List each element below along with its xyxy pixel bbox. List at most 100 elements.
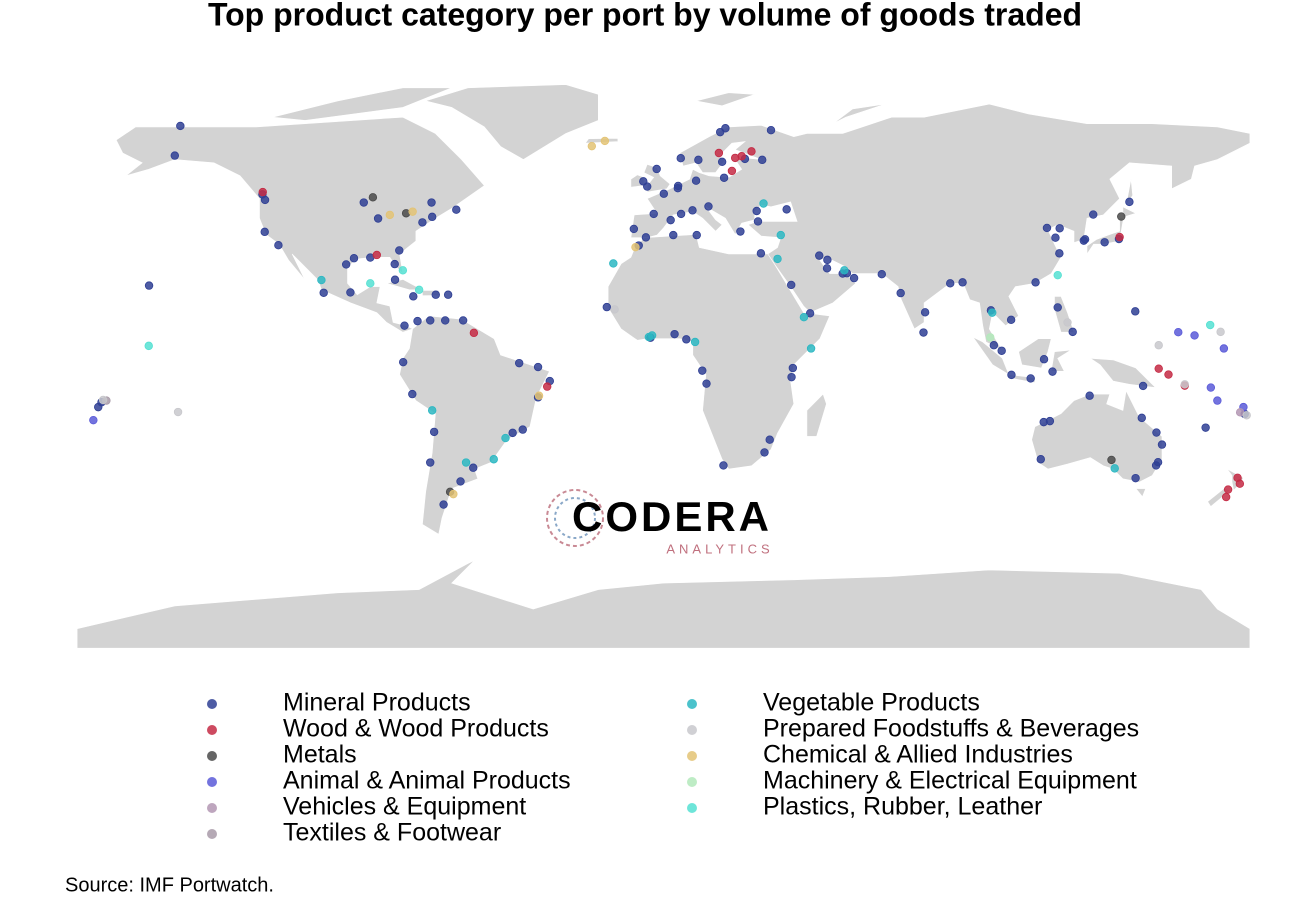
port-point <box>986 333 995 342</box>
port-point <box>427 198 436 207</box>
port-point <box>1053 270 1062 280</box>
logo-mark <box>546 489 604 547</box>
port-point <box>698 366 707 375</box>
port-point <box>631 242 640 252</box>
port-point <box>610 305 619 314</box>
port-point <box>418 218 427 227</box>
port-point <box>317 275 326 285</box>
port-point <box>717 157 727 167</box>
port-point <box>1174 327 1183 337</box>
chart-title: Top product category per port by volume … <box>208 0 1082 32</box>
port-point <box>669 230 678 240</box>
port-point <box>1055 224 1064 233</box>
port-point <box>1201 423 1210 432</box>
port-point <box>1115 232 1124 242</box>
port-point <box>390 259 399 269</box>
port-point <box>385 210 395 220</box>
land-mass <box>1135 488 1147 498</box>
port-point <box>1190 331 1199 340</box>
port-point <box>1213 396 1222 405</box>
land-mass <box>607 234 831 470</box>
port-point <box>274 241 283 250</box>
port-point <box>587 141 597 151</box>
port-point <box>373 214 383 223</box>
logo: CODERA ANALYTICS <box>546 489 773 556</box>
legend-label: Prepared Foodstuffs & Beverages <box>763 715 1139 743</box>
port-point <box>341 260 351 269</box>
port-point <box>94 402 103 412</box>
port-point <box>666 215 675 225</box>
port-point <box>730 153 740 163</box>
port-point <box>736 227 745 236</box>
port-point <box>400 321 409 330</box>
port-point <box>649 209 658 219</box>
port-point <box>692 230 701 240</box>
land-mass <box>1031 389 1163 483</box>
port-point <box>609 259 618 268</box>
port-point <box>765 435 774 444</box>
land-mass <box>1054 296 1075 333</box>
port-point <box>694 155 703 165</box>
port-point <box>719 173 729 182</box>
port-point <box>747 147 756 156</box>
source-note: Source: IMF Portwatch. <box>65 874 274 896</box>
port-point <box>1137 413 1146 423</box>
port-point <box>359 198 368 207</box>
port-point <box>652 164 661 174</box>
port-point <box>1048 367 1057 376</box>
port-point <box>673 183 683 193</box>
port-point <box>920 308 930 317</box>
port-point <box>1117 212 1126 221</box>
port-point <box>1089 210 1098 219</box>
port-point <box>1223 485 1233 494</box>
port-point <box>1131 307 1140 316</box>
legend-label: Textiles & Footwear <box>283 819 501 847</box>
port-point <box>759 199 768 208</box>
legend-swatch <box>687 751 697 761</box>
legend-label: Animal & Animal Products <box>283 767 571 795</box>
port-point <box>752 206 761 216</box>
land-mass <box>972 336 1010 376</box>
port-point <box>1031 278 1040 287</box>
port-point <box>258 187 267 197</box>
port-point <box>788 363 798 373</box>
port-point <box>508 428 517 438</box>
port-point <box>501 433 510 443</box>
port-point <box>514 358 524 368</box>
port-point <box>349 254 359 263</box>
land <box>76 84 1251 649</box>
port-point <box>997 346 1006 355</box>
port-point <box>398 357 408 367</box>
port-point <box>1164 370 1173 379</box>
port-point <box>534 391 544 400</box>
port-point <box>144 281 154 290</box>
port-point <box>676 209 686 219</box>
port-point <box>398 266 408 275</box>
port-point <box>639 177 648 186</box>
port-point <box>1205 320 1215 330</box>
port-point <box>787 372 796 382</box>
port-point <box>690 337 700 347</box>
port-point <box>390 275 400 284</box>
port-point <box>659 189 669 198</box>
port-point <box>1063 318 1072 327</box>
port-point <box>760 448 769 457</box>
port-point <box>1216 327 1225 337</box>
port-point <box>1180 380 1189 389</box>
port-point <box>1157 440 1167 449</box>
port-point <box>1055 249 1064 258</box>
port-point <box>815 251 824 260</box>
port-point <box>414 285 424 295</box>
port-point <box>799 313 809 322</box>
port-point <box>144 341 153 351</box>
logo-name: CODERA <box>572 493 772 540</box>
port-point <box>822 264 832 273</box>
port-point <box>533 362 543 372</box>
legend-label: Wood & Wood Products <box>283 715 549 743</box>
land-mass <box>115 116 485 333</box>
port-point <box>840 266 849 275</box>
logo-tagline: ANALYTICS <box>666 541 773 556</box>
port-point <box>727 166 737 176</box>
